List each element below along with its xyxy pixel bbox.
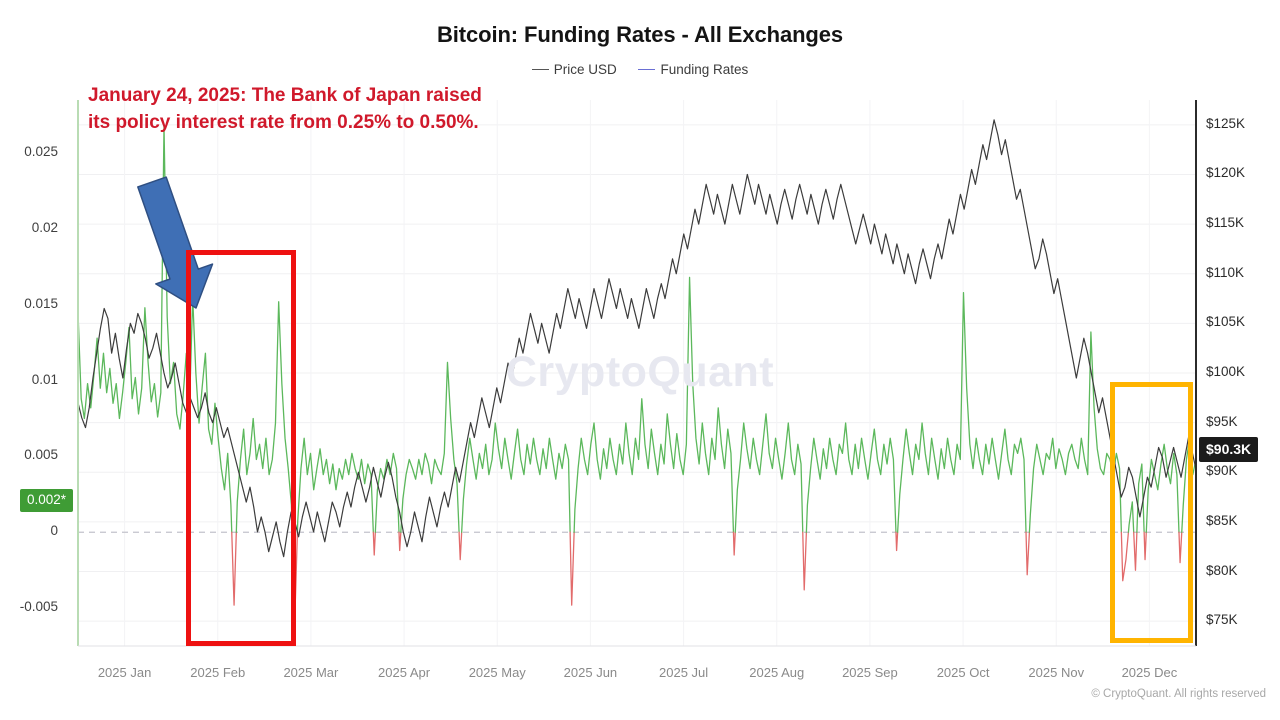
annotation-text: January 24, 2025: The Bank of Japan rais… [88,85,482,133]
yellow-highlight-box [1110,382,1193,643]
y-axis-left-tick-label: 0.005 [24,447,58,463]
legend-item-price-usd[interactable]: Price USD [531,62,617,77]
price-current-badge: $90.3K [1199,437,1259,462]
y-axis-right-tick-label: $85K [1206,512,1238,528]
chart-legend: Price USD Funding Rates [0,62,1280,77]
y-axis-right-tick-label: $75K [1206,612,1238,628]
x-axis-tick-label: 2025 Sep [842,665,898,680]
y-axis-left-tick-label: 0.015 [24,295,58,311]
y-axis-right-tick-label: $115K [1206,215,1245,231]
x-axis-tick-label: 2025 Jul [659,665,709,680]
funding-current-badge: 0.002* [20,489,74,512]
y-axis-left-tick-label: 0 [50,523,58,539]
x-axis-tick-label: 2025 Jun [563,665,618,680]
x-axis-tick-label: 2025 Nov [1028,665,1085,680]
y-axis-right-tick-label: $120K [1206,165,1246,181]
x-axis-tick-label: 2025 Apr [378,665,431,680]
legend-label-price: Price USD [553,62,617,77]
y-axis-right-tick-label: $95K [1206,413,1238,429]
legend-line-icon-funding [638,68,656,70]
y-axis-right-tick-label: $100K [1206,364,1246,379]
x-axis-tick-label: 2025 Feb [190,665,246,680]
y-axis-right-tick-label: $80K [1206,562,1238,578]
legend-label-funding: Funding Rates [660,62,749,77]
y-axis-left-tick-label: 0.025 [24,144,58,160]
legend-item-funding-rates[interactable]: Funding Rates [638,62,748,77]
x-axis-tick-label: 2025 Dec [1121,665,1178,680]
y-axis-right-tick-label: $90K [1206,463,1238,479]
y-axis-right-tick-label: $105K [1206,314,1246,330]
y-axis-left-tick-label: 0.02 [31,219,58,235]
legend-line-icon-price [531,68,549,70]
x-axis-tick-label: 2025 Oct [936,665,990,680]
x-axis-tick-label: 2025 Mar [283,665,339,680]
y-axis-right-tick-label: $125K [1206,115,1246,131]
x-axis-tick-label: 2025 Jan [97,665,152,680]
x-axis-tick-label: 2025 Aug [749,665,805,680]
y-axis-left-tick-label: -0.005 [19,599,58,615]
annotation-arrow-icon [137,176,214,309]
page-title: Bitcoin: Funding Rates - All Exchanges [436,22,844,47]
cryptoquant-watermark: CryptoQuant [505,348,775,396]
copyright-notice: © CryptoQuant. All rights reserved [1091,688,1266,700]
red-highlight-box [186,250,296,646]
y-axis-left-tick-label: 0.01 [31,371,58,387]
x-axis-tick-label: 2025 May [468,665,526,680]
y-axis-right-tick-label: $110K [1206,264,1245,280]
